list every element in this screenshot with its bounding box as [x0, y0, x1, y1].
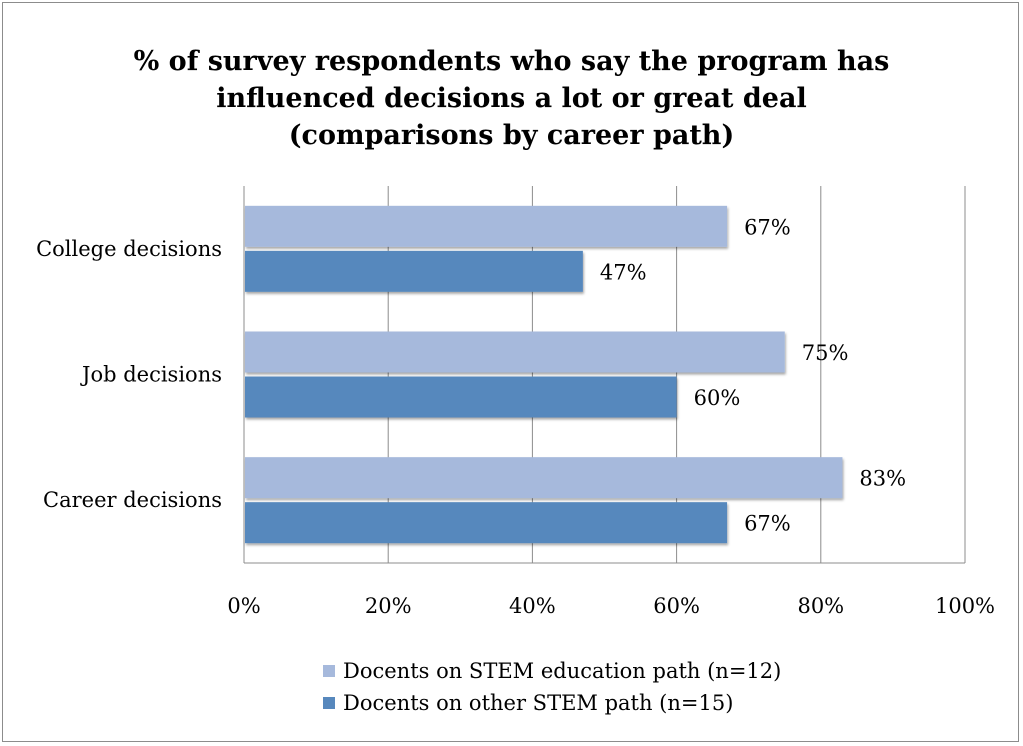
- data-label-1-2: 75%: [802, 341, 849, 365]
- x-tick-label-4: 80%: [797, 594, 844, 618]
- data-label-2-3: 67%: [744, 512, 791, 536]
- data-label-1-1: 67%: [744, 215, 791, 239]
- chart-title-line-3: (comparisons by career path): [288, 120, 735, 151]
- chart-title: % of survey respondents who say the prog…: [3, 43, 1020, 154]
- legend-label-series-2: Docents on other STEM path (n=15): [343, 691, 734, 715]
- legend-item-series-1: Docents on STEM education path (n=12): [323, 655, 781, 687]
- x-tick-label-5: 100%: [935, 594, 995, 618]
- legend-item-series-2: Docents on other STEM path (n=15): [323, 687, 781, 719]
- category-label-1: College decisions: [36, 237, 222, 261]
- data-label-2-1: 47%: [600, 260, 647, 284]
- x-tick-label-2: 40%: [509, 594, 556, 618]
- data-label-2-2: 60%: [694, 386, 741, 410]
- x-tick-label-1: 20%: [365, 594, 412, 618]
- legend-label-series-1: Docents on STEM education path (n=12): [343, 659, 782, 683]
- chart-title-line-1: % of survey respondents who say the prog…: [133, 46, 890, 77]
- bar-2-3: [245, 502, 728, 544]
- x-tick-label-3: 60%: [653, 594, 700, 618]
- x-tick-label-0: 0%: [227, 594, 260, 618]
- bar-2-1: [245, 250, 583, 292]
- bar-chart-plot: 0% 20% 40% 60% 80% 100% College decisions 67% 47…: [36, 186, 995, 618]
- bar-1-2: [245, 331, 785, 373]
- bar-2-2: [245, 376, 677, 418]
- legend-swatch-series-2: [323, 697, 335, 709]
- category-label-2: Job decisions: [80, 363, 222, 387]
- legend-swatch-series-1: [323, 665, 335, 677]
- bar-1-1: [245, 205, 728, 247]
- bar-1-3: [245, 457, 843, 499]
- chart-legend: Docents on STEM education path (n=12) Do…: [323, 655, 781, 719]
- data-label-1-3: 83%: [859, 467, 906, 491]
- category-label-3: Career decisions: [43, 488, 222, 512]
- chart-title-line-2: influenced decisions a lot or great deal: [216, 83, 807, 114]
